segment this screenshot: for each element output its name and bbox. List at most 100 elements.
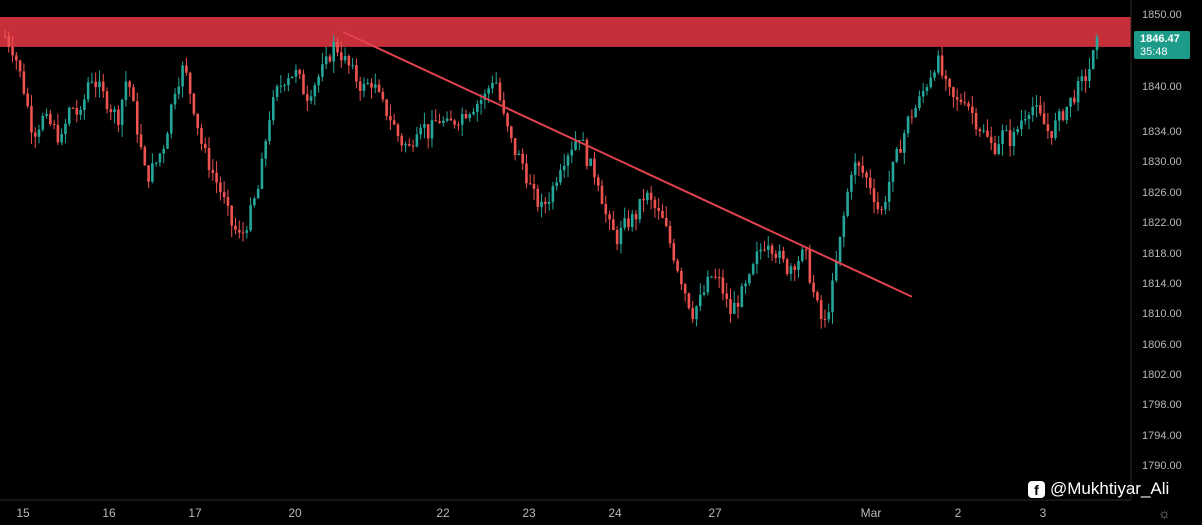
candle-body: [234, 225, 237, 230]
candle-body: [615, 230, 619, 245]
candle-body: [770, 245, 774, 254]
candle-body: [596, 177, 600, 186]
candle-body: [800, 249, 804, 262]
candle-body: [275, 86, 279, 98]
candle-body: [880, 209, 883, 211]
candle-body: [827, 312, 831, 320]
candle-body: [986, 130, 989, 137]
candle-body: [487, 88, 490, 94]
candle-body: [778, 251, 781, 258]
candle-body: [918, 96, 921, 108]
candle-body: [476, 103, 479, 112]
candle-body: [1088, 69, 1091, 81]
candle-body: [955, 97, 959, 100]
candle-body: [396, 124, 400, 137]
candle-body: [532, 184, 536, 189]
candle-body: [717, 276, 721, 278]
candle-body: [177, 86, 181, 94]
candle-body: [249, 205, 252, 231]
candle-body: [211, 170, 215, 173]
candle-body: [676, 260, 679, 271]
candle-body: [449, 118, 453, 121]
x-tick-label: 16: [102, 506, 116, 520]
x-tick-label: 22: [436, 506, 450, 520]
candle-body: [343, 55, 347, 61]
candle-body: [457, 124, 460, 126]
candle-body: [672, 243, 676, 261]
candle-body: [260, 158, 264, 189]
x-tick-label: 24: [608, 506, 622, 520]
last-price-value: 1846.47: [1140, 33, 1180, 45]
candle-body: [468, 114, 472, 119]
candle-body: [426, 124, 430, 139]
bar-countdown: 35:48: [1140, 46, 1168, 58]
candle-body: [11, 46, 14, 56]
settings-gear-icon[interactable]: ☼: [1158, 505, 1171, 521]
candle-body: [453, 120, 456, 125]
candle-body: [570, 149, 574, 156]
candle-body: [132, 87, 135, 102]
candle-body: [623, 218, 626, 228]
x-tick-label: 15: [16, 506, 30, 520]
x-tick-label: 27: [708, 506, 722, 520]
candle-body: [1057, 111, 1061, 121]
candle-body: [838, 236, 842, 263]
candle-body: [1035, 105, 1038, 107]
candle-body: [555, 182, 558, 187]
y-axis[interactable]: 1850.001846.001840.001834.001830.001826.…: [1142, 9, 1182, 472]
candle-body: [442, 120, 445, 124]
candle-body: [967, 103, 970, 107]
candle-body: [808, 249, 812, 283]
candle-body: [732, 302, 736, 314]
candle-body: [1073, 97, 1076, 103]
y-tick-label: 1818.00: [1142, 248, 1182, 260]
y-tick-label: 1806.00: [1142, 339, 1182, 351]
candle-body: [619, 227, 623, 245]
trendline[interactable]: [342, 31, 913, 298]
candle-body: [86, 82, 90, 100]
candle-body: [1065, 106, 1069, 120]
candle-body: [725, 293, 729, 300]
candle-body: [634, 213, 638, 220]
candle-body: [173, 93, 177, 105]
candle-body: [989, 136, 993, 143]
y-tick-label: 1810.00: [1142, 308, 1182, 320]
candle-body: [60, 134, 63, 143]
candle-body: [921, 91, 925, 97]
candles: [3, 29, 1099, 329]
y-tick-label: 1850.00: [1142, 9, 1182, 21]
candle-body: [3, 36, 7, 38]
candle-body: [940, 55, 944, 76]
candle-body: [464, 113, 468, 119]
candle-body: [551, 186, 555, 202]
candle-body: [109, 109, 113, 113]
candle-body: [1042, 113, 1046, 125]
candle-body: [1046, 124, 1050, 132]
candle-body: [585, 139, 589, 166]
last-price-tag: 1846.47 35:48: [1134, 31, 1190, 59]
candle-body: [683, 284, 687, 294]
candle-body: [268, 120, 271, 142]
x-axis[interactable]: 15 16 17 20 22 23 24 27 Mar 2 3: [16, 506, 1046, 520]
candle-body: [79, 109, 82, 115]
candle-body: [653, 199, 657, 209]
candle-body: [472, 111, 475, 115]
candle-body: [857, 162, 861, 166]
candle-body: [305, 94, 309, 101]
candle-body: [98, 81, 101, 88]
candle-body: [589, 158, 592, 166]
y-tick-label: 1840.00: [1142, 81, 1182, 93]
candle-body: [661, 210, 664, 218]
candle-body: [52, 124, 56, 126]
candle-body: [528, 183, 532, 185]
resistance-zone[interactable]: [0, 16, 1131, 47]
candle-body: [309, 96, 313, 101]
candle-body: [392, 120, 396, 125]
candle-body: [181, 65, 184, 87]
candle-body: [759, 249, 763, 252]
candle-body: [657, 208, 660, 211]
candle-body: [362, 83, 366, 91]
candle-body: [929, 77, 933, 88]
candle-body: [430, 120, 434, 139]
